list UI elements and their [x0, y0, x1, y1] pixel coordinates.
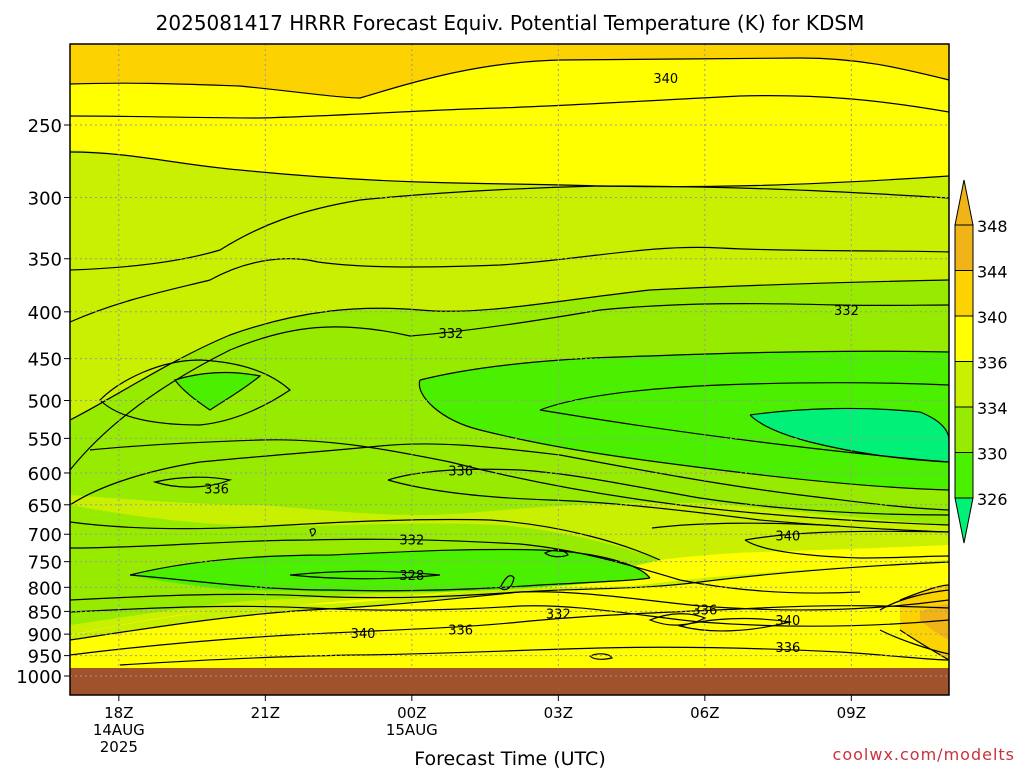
colorbar-segment — [954, 361, 974, 408]
chart-title: 2025081417 HRRR Forecast Equiv. Potentia… — [156, 11, 865, 35]
contour-lines — [70, 57, 949, 666]
contour-label-text: 336 — [692, 604, 717, 619]
grid-lines — [70, 44, 949, 695]
contour-label-text: 332 — [834, 304, 859, 319]
contour-label-text: 340 — [775, 529, 800, 544]
contour-label: 336 — [448, 464, 473, 479]
colorbar-segment — [954, 224, 974, 271]
contour-label-text: 332 — [546, 607, 571, 622]
x-axis-label: Forecast Time (UTC) — [414, 748, 605, 768]
colorbar-label: 344 — [977, 263, 1008, 282]
y-tick-label: 800 — [28, 578, 62, 599]
contour-label: 332 — [834, 304, 859, 319]
contour-label-text: 340 — [653, 72, 678, 87]
contour-label-text: 332 — [438, 327, 463, 342]
x-tick-label: 00Z — [397, 704, 426, 722]
contour-label-text: 336 — [448, 624, 473, 639]
x-tick-label: 09Z — [837, 704, 866, 722]
contour-label-text: 336 — [204, 483, 229, 498]
contour-label-text: 332 — [399, 533, 424, 548]
y-tick-label: 650 — [28, 496, 62, 517]
contour-label-text: 340 — [351, 627, 376, 642]
contour-label: 336 — [692, 604, 717, 619]
colorbar-label: 336 — [977, 354, 1008, 373]
band-326-below — [750, 408, 949, 462]
band-low-warm — [70, 562, 949, 668]
terrain-below-surface — [70, 668, 949, 695]
x-tick-date: 15AUG — [386, 721, 438, 739]
y-tick-label: 600 — [28, 464, 62, 485]
core-348-right — [920, 604, 949, 640]
contour-label: 332 — [399, 533, 424, 548]
y-tick-label: 400 — [28, 303, 62, 324]
colorbar-segment — [954, 452, 974, 499]
colorbar-label: 326 — [977, 490, 1008, 509]
y-tick-label: 450 — [28, 350, 62, 371]
y-axis: 2503003504004505005506006507007508008509… — [16, 116, 70, 688]
contour-label-text: 328 — [399, 569, 424, 584]
colorbar-segment — [954, 270, 974, 317]
y-tick-label: 900 — [28, 625, 62, 646]
x-tick-label: 06Z — [690, 704, 719, 722]
y-tick-label: 300 — [28, 188, 62, 209]
colorbar-segment — [954, 315, 974, 362]
y-tick-label: 250 — [28, 116, 62, 137]
contour-label-text: 340 — [775, 614, 800, 629]
colorbar-label: 340 — [977, 308, 1008, 327]
y-tick-label: 750 — [28, 553, 62, 574]
colorbar-top-arrow — [954, 179, 974, 226]
colorbar-label: 330 — [977, 445, 1008, 464]
band-upper-344 — [70, 44, 949, 98]
contour-label: 340 — [653, 72, 678, 87]
x-tick-year: 2025 — [100, 738, 138, 756]
x-tick-label: 21Z — [251, 704, 280, 722]
colorbar: 348 344 340 336 334 330 326 — [954, 179, 1008, 544]
y-tick-label: 700 — [28, 525, 62, 546]
contour-label: 340 — [775, 614, 800, 629]
contour-label-text: 336 — [448, 464, 473, 479]
x-tick-label: 18Z — [104, 704, 133, 722]
plot-area: 340 332 332 336 336 332 340 328 336 332 340 336 340 3… — [70, 44, 949, 695]
contour-label: 336 — [448, 624, 473, 639]
colorbar-label: 334 — [977, 399, 1008, 418]
colorbar-bottom-arrow — [954, 497, 974, 544]
contour-label: 340 — [775, 529, 800, 544]
credit-text: coolwx.com/modelts — [833, 745, 1015, 764]
y-tick-label: 950 — [28, 647, 62, 668]
x-tick-label: 03Z — [544, 704, 573, 722]
colorbar-label: 348 — [977, 217, 1008, 236]
x-tick-date: 14AUG — [93, 721, 145, 739]
contour-label: 336 — [775, 641, 800, 656]
colorbar-segment — [954, 406, 974, 453]
y-tick-label: 850 — [28, 602, 62, 623]
y-tick-label: 350 — [28, 250, 62, 271]
contour-label: 328 — [399, 569, 424, 584]
y-tick-label: 550 — [28, 429, 62, 450]
contour-label: 336 — [204, 483, 229, 498]
contour-label-text: 336 — [775, 641, 800, 656]
contour-labels: 340 332 332 336 336 332 340 328 336 332 340 336 340 3… — [204, 72, 859, 656]
plot-frame — [69, 43, 950, 696]
contour-label: 340 — [351, 627, 376, 642]
contour-label: 332 — [438, 327, 463, 342]
y-tick-label: 1000 — [16, 667, 62, 688]
contour-label: 332 — [546, 607, 571, 622]
band-326-330 — [130, 351, 949, 593]
y-tick-label: 500 — [28, 392, 62, 413]
